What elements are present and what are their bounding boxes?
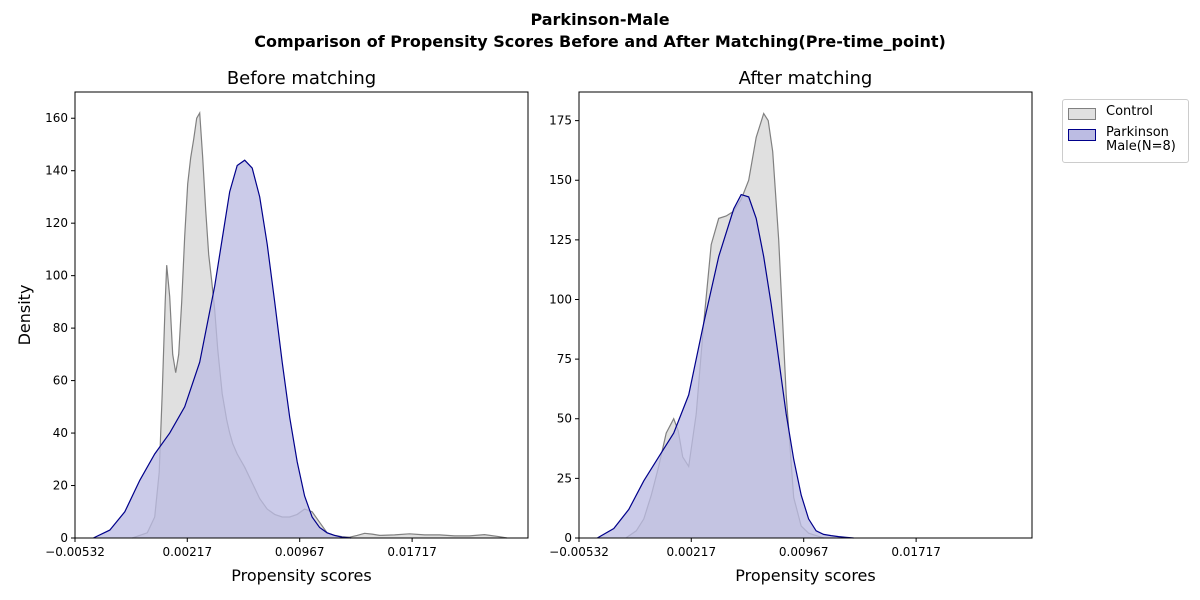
area-patient-panel1: [93, 160, 352, 538]
x-tick-label-panel2: 0.01717: [891, 545, 941, 559]
x-axis-label-panel2: Propensity scores: [735, 566, 875, 585]
y-tick-label-panel1: 120: [45, 216, 68, 230]
legend-swatch-patient: [1068, 129, 1096, 141]
x-tick-label-panel2: 0.00967: [779, 545, 829, 559]
x-tick-label-panel1: −0.00532: [45, 545, 105, 559]
line-patient-panel1: [93, 159, 352, 539]
y-tick-label-panel2: 0: [564, 531, 572, 545]
axes-title-panel1: Before matching: [227, 68, 376, 89]
y-tick-label-panel1: 140: [45, 164, 68, 178]
y-tick-label-panel1: 20: [53, 479, 68, 493]
y-tick-label-panel2: 150: [549, 173, 572, 187]
figure-suptitle-line2: Comparison of Propensity Scores Before a…: [254, 32, 946, 51]
y-tick-label-panel2: 100: [549, 292, 572, 306]
y-tick-label-panel1: 60: [53, 374, 68, 388]
x-tick-label-panel1: 0.00217: [162, 545, 212, 559]
axes-frame-panel1: [74, 91, 529, 539]
figure-suptitle-line1: Parkinson-Male: [530, 10, 670, 29]
y-tick-label-panel1: 80: [53, 321, 68, 335]
y-tick-label-panel2: 175: [549, 114, 572, 128]
legend-item-patient: Parkinson Male(N=8): [1068, 126, 1176, 154]
y-tick-label-panel2: 25: [557, 471, 572, 485]
legend-item-control: Control: [1068, 105, 1153, 120]
line-patient-panel2: [597, 193, 854, 539]
legend: Control Parkinson Male(N=8): [1062, 99, 1189, 163]
legend-label-patient: Parkinson Male(N=8): [1106, 125, 1176, 154]
x-tick-label-panel1: 0.00967: [275, 545, 325, 559]
legend-swatch-control: [1068, 108, 1096, 120]
y-tick-label-panel2: 75: [557, 352, 572, 366]
y-tick-label-panel1: 0: [60, 531, 68, 545]
axes-title-panel2: After matching: [739, 68, 873, 89]
x-tick-label-panel2: −0.00532: [549, 545, 609, 559]
y-tick-label-panel1: 160: [45, 111, 68, 125]
x-tick-label-panel2: 0.00217: [666, 545, 716, 559]
x-tick-label-panel1: 0.01717: [387, 545, 437, 559]
y-tick-label-panel2: 125: [549, 233, 572, 247]
y-axis-label-panel1: Density: [15, 285, 34, 346]
x-axis-label-panel1: Propensity scores: [231, 566, 371, 585]
y-tick-label-panel1: 100: [45, 269, 68, 283]
axes-frame-panel2: [578, 91, 1033, 539]
area-patient-panel2: [597, 194, 854, 538]
y-tick-label-panel1: 40: [53, 426, 68, 440]
legend-label-control: Control: [1106, 104, 1153, 119]
y-tick-label-panel2: 50: [557, 412, 572, 426]
